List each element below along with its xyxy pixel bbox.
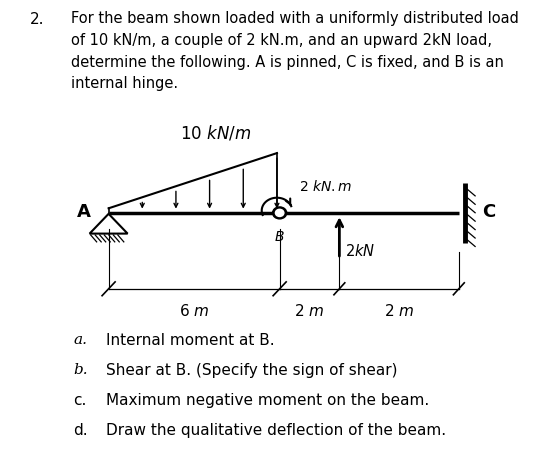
Text: a.: a. [73,333,87,347]
Text: Shear at B. (Specify the sign of shear): Shear at B. (Specify the sign of shear) [106,363,397,378]
Text: A: A [77,202,91,220]
Text: 2.: 2. [30,11,45,27]
Circle shape [273,207,287,219]
Text: $\it{2\ m}$: $\it{2\ m}$ [294,302,325,318]
Text: Draw the qualitative deflection of the beam.: Draw the qualitative deflection of the b… [106,422,446,437]
Text: B: B [275,230,285,243]
Text: d.: d. [73,422,88,437]
Text: $\it{2\ m}$: $\it{2\ m}$ [384,302,414,318]
Circle shape [275,210,284,217]
Text: For the beam shown loaded with a uniformly distributed load
of 10 kN/m, a couple: For the beam shown loaded with a uniform… [71,11,519,91]
Text: $\it{2kN}$: $\it{2kN}$ [345,242,375,258]
Text: b.: b. [73,363,88,376]
Text: Maximum negative moment on the beam.: Maximum negative moment on the beam. [106,392,429,408]
Text: c.: c. [73,392,87,408]
Text: C: C [482,202,495,220]
Text: $\it{6\ m}$: $\it{6\ m}$ [179,302,210,318]
Text: $\it{2\ kN.m}$: $\it{2\ kN.m}$ [299,179,352,193]
Text: $\it{10\ kN/m}$: $\it{10\ kN/m}$ [180,123,251,142]
Text: Internal moment at B.: Internal moment at B. [106,333,275,348]
